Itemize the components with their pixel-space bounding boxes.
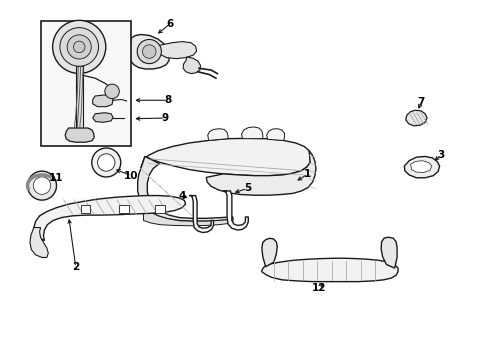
Circle shape xyxy=(91,148,121,177)
Polygon shape xyxy=(129,35,169,69)
Circle shape xyxy=(97,154,115,171)
Text: 11: 11 xyxy=(49,173,63,183)
Polygon shape xyxy=(65,128,94,142)
Polygon shape xyxy=(223,191,248,230)
Circle shape xyxy=(33,177,51,194)
Polygon shape xyxy=(189,196,213,232)
Polygon shape xyxy=(405,110,426,126)
Circle shape xyxy=(67,35,91,59)
Polygon shape xyxy=(207,129,227,140)
Bar xyxy=(155,205,165,213)
Text: 12: 12 xyxy=(311,283,325,293)
Circle shape xyxy=(137,40,161,64)
Polygon shape xyxy=(137,156,232,221)
Polygon shape xyxy=(266,129,284,140)
Polygon shape xyxy=(143,206,232,226)
Text: 8: 8 xyxy=(164,95,171,105)
Polygon shape xyxy=(141,138,310,176)
Text: 2: 2 xyxy=(72,262,79,272)
Polygon shape xyxy=(404,156,439,178)
Text: 10: 10 xyxy=(124,171,138,181)
Circle shape xyxy=(142,45,156,58)
Polygon shape xyxy=(261,258,397,282)
Polygon shape xyxy=(92,113,113,122)
Polygon shape xyxy=(410,161,431,172)
Polygon shape xyxy=(76,66,83,129)
Bar xyxy=(80,205,91,213)
Polygon shape xyxy=(34,196,185,241)
Circle shape xyxy=(105,84,119,99)
Bar xyxy=(119,205,129,213)
Text: 1: 1 xyxy=(303,169,311,179)
Polygon shape xyxy=(241,127,262,139)
Text: 3: 3 xyxy=(436,150,443,160)
Polygon shape xyxy=(30,227,48,257)
Text: 9: 9 xyxy=(161,113,168,123)
Circle shape xyxy=(73,41,85,53)
Polygon shape xyxy=(206,151,315,195)
Polygon shape xyxy=(182,57,200,74)
Polygon shape xyxy=(380,237,396,268)
Bar xyxy=(41,21,131,146)
Circle shape xyxy=(60,27,98,66)
Polygon shape xyxy=(92,95,113,107)
Circle shape xyxy=(53,20,106,74)
Circle shape xyxy=(28,171,56,200)
Text: 6: 6 xyxy=(166,19,173,29)
Text: 7: 7 xyxy=(417,97,424,107)
Text: 4: 4 xyxy=(178,191,185,201)
Text: 5: 5 xyxy=(243,183,250,193)
Polygon shape xyxy=(156,41,196,59)
Polygon shape xyxy=(261,238,277,267)
